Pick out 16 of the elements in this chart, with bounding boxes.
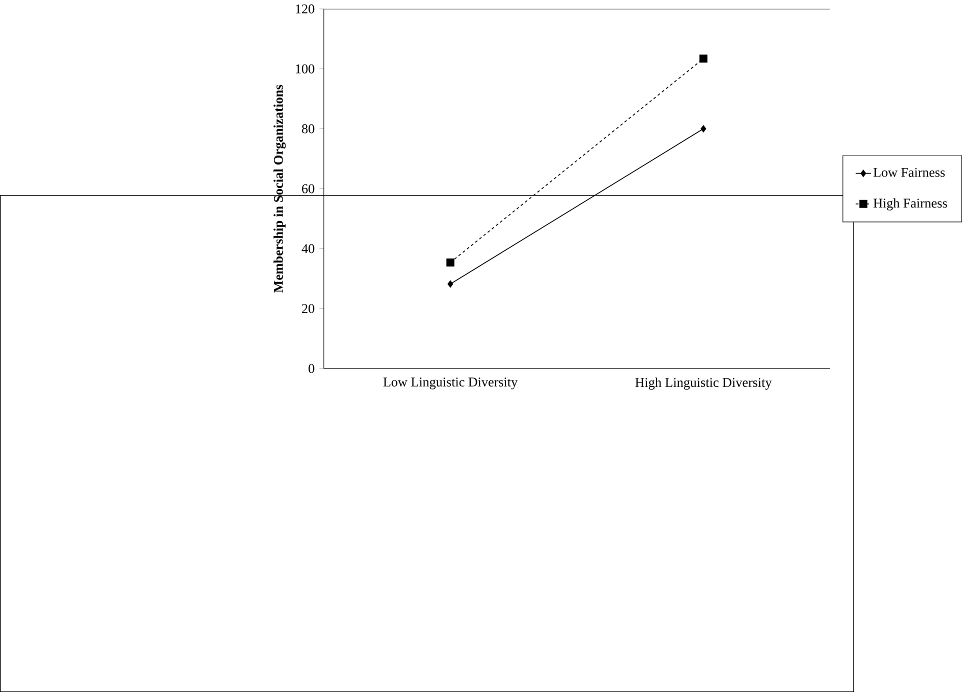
- point: [700, 125, 706, 132]
- point: [699, 54, 708, 63]
- y-tick-label: 60: [302, 184, 314, 194]
- y-axis-title: Membership in Social Organizations: [274, 84, 286, 293]
- y-tick-label: 120: [296, 4, 314, 14]
- y-tick-label: 20: [302, 304, 314, 314]
- legend-label: High Fairness: [874, 198, 947, 210]
- y-tick-label: 0: [308, 364, 314, 373]
- y-tick-label: 100: [296, 64, 314, 74]
- y-tick-label: 80: [302, 124, 314, 134]
- y-tick-label: 40: [302, 244, 314, 254]
- x-tick-label: High Linguistic Diversity: [635, 378, 772, 390]
- legend-label: Low Fairness: [874, 168, 945, 177]
- point: [446, 258, 454, 266]
- x-tick-label: Low Linguistic Diversity: [383, 378, 518, 390]
- point: [448, 280, 454, 288]
